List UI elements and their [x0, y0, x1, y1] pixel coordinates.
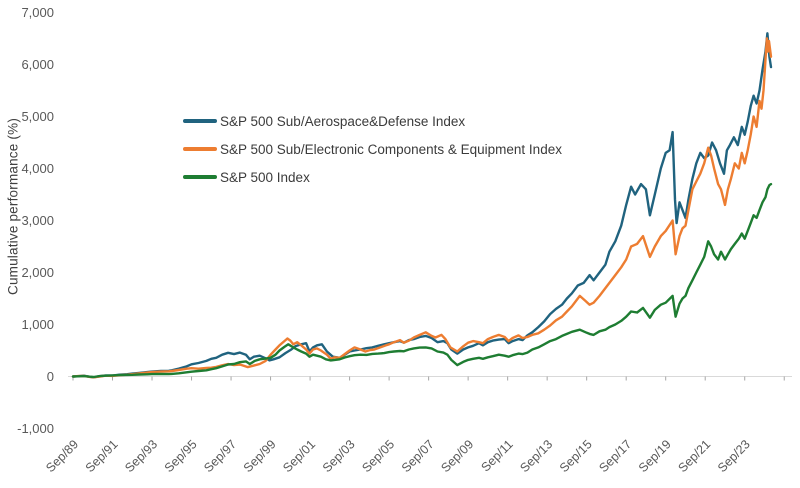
legend-swatch-electronic-components	[183, 147, 217, 151]
x-tick-label: Sep/11	[478, 437, 515, 474]
x-tick-label: Sep/97	[201, 437, 239, 475]
legend-swatch-aerospace-defense	[183, 119, 217, 123]
legend-label-sp500: S&P 500 Index	[220, 169, 310, 185]
y-axis: 7,000 6,000 5,000 4,000 3,000 2,000 1,000 0 -1,0…	[17, 5, 54, 436]
legend-item-aerospace-defense: S&P 500 Sub/Aerospace&Defense Index	[183, 107, 562, 135]
y-tick-label: -1,000	[17, 421, 54, 436]
x-tick-label: Sep/89	[43, 437, 81, 475]
legend-label-aerospace-defense: S&P 500 Sub/Aerospace&Defense Index	[220, 113, 466, 129]
y-tick-label: 1,000	[21, 317, 54, 332]
x-tick-label: Sep/09	[438, 437, 476, 475]
x-tick-label: Sep/91	[83, 437, 121, 475]
y-tick-label: 3,000	[21, 213, 54, 228]
x-axis: Sep/89 Sep/91 Sep/93 Sep/95 Sep/97 Sep/99 Sep/…	[43, 376, 792, 475]
legend-label-electronic-components: S&P 500 Sub/Electronic Components & Equi…	[220, 141, 562, 157]
y-tick-label: 7,000	[21, 5, 54, 20]
x-tick-label: Sep/07	[399, 437, 437, 475]
y-tick-label: 6,000	[21, 57, 54, 72]
legend-swatch-sp500	[183, 175, 217, 179]
x-tick-label: Sep/17	[596, 437, 634, 475]
x-tick-label: Sep/03	[320, 437, 358, 475]
y-tick-label: 4,000	[21, 161, 54, 176]
series-line-aerospace-defense	[71, 32, 773, 379]
series-line-electronic-components	[71, 37, 773, 379]
x-tick-label: Sep/99	[241, 437, 279, 475]
x-tick-label: Sep/13	[517, 437, 555, 475]
x-tick-label: Sep/15	[557, 437, 595, 475]
x-tick-label: Sep/19	[636, 437, 674, 475]
x-tick-label: Sep/95	[162, 437, 200, 475]
x-tick-label: Sep/93	[122, 437, 160, 475]
y-tick-label: 0	[47, 369, 54, 384]
x-tick-label: Sep/21	[675, 437, 713, 475]
x-tick-label: Sep/01	[280, 437, 318, 475]
x-tick-label: Sep/23	[715, 437, 753, 475]
legend-item-electronic-components: S&P 500 Sub/Electronic Components & Equi…	[183, 135, 562, 163]
legend: S&P 500 Sub/Aerospace&Defense Index S&P …	[183, 107, 562, 191]
x-tick-label: Sep/05	[359, 437, 397, 475]
y-axis-title: Cumulative performance (%)	[5, 117, 21, 295]
series-line-sp500	[71, 182, 773, 379]
y-tick-label: 2,000	[21, 265, 54, 280]
y-tick-label: 5,000	[21, 109, 54, 124]
legend-item-sp500: S&P 500 Index	[183, 163, 562, 191]
